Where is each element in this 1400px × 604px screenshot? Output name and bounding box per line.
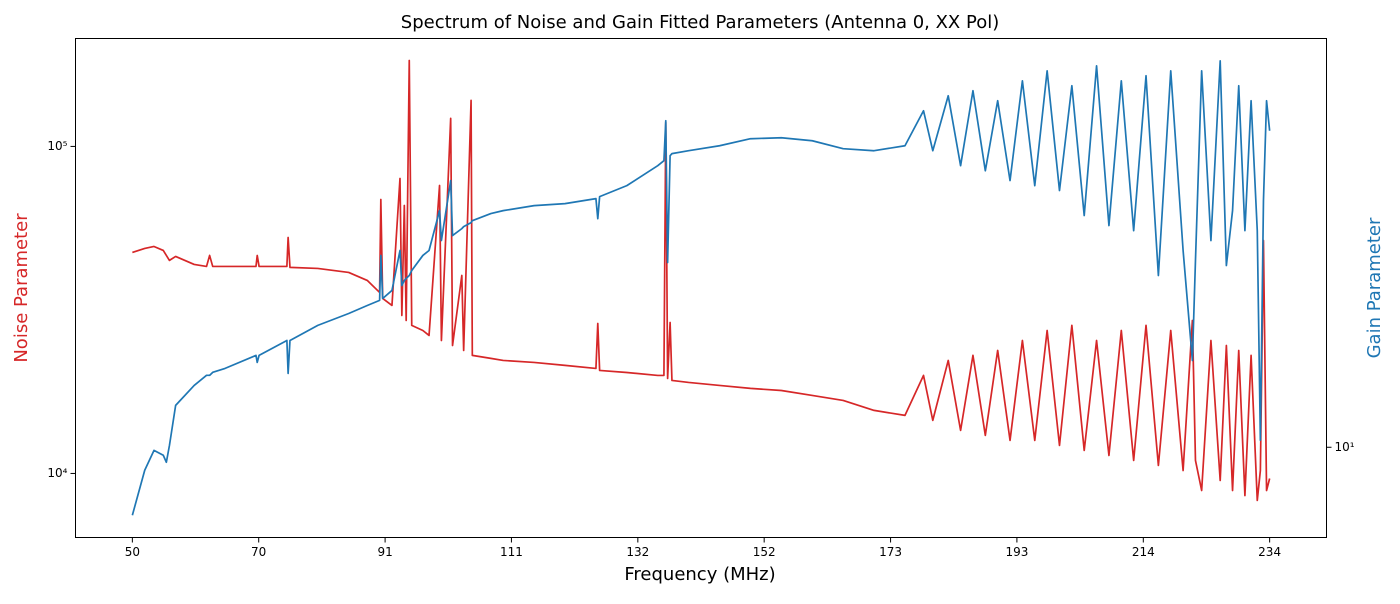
x-tick-label: 234 — [1258, 545, 1281, 559]
x-tick-label: 152 — [753, 545, 776, 559]
y-axis-label: Noise Parameter — [11, 213, 32, 363]
x-tick-label: 193 — [1005, 545, 1028, 559]
plot-frame — [75, 38, 1327, 538]
series-line — [131, 60, 1271, 516]
x-tick-label: 91 — [377, 545, 392, 559]
y-tick-label: 10⁵ — [47, 139, 67, 153]
x-tick-label: 50 — [125, 545, 140, 559]
x-tick-label: 70 — [251, 545, 266, 559]
x-tick-label: 132 — [626, 545, 649, 559]
y-tick-label: 10⁴ — [47, 466, 67, 480]
x-tick-label: 173 — [879, 545, 902, 559]
y2-axis-label: Gain Parameter — [1364, 217, 1385, 358]
x-tick-label: 111 — [500, 545, 523, 559]
x-tick-label: 214 — [1132, 545, 1155, 559]
chart-title: Spectrum of Noise and Gain Fitted Parame… — [401, 12, 999, 33]
series-line — [132, 59, 1271, 502]
y2-tick-label: 10¹ — [1335, 440, 1355, 454]
x-axis-label: Frequency (MHz) — [624, 564, 775, 585]
